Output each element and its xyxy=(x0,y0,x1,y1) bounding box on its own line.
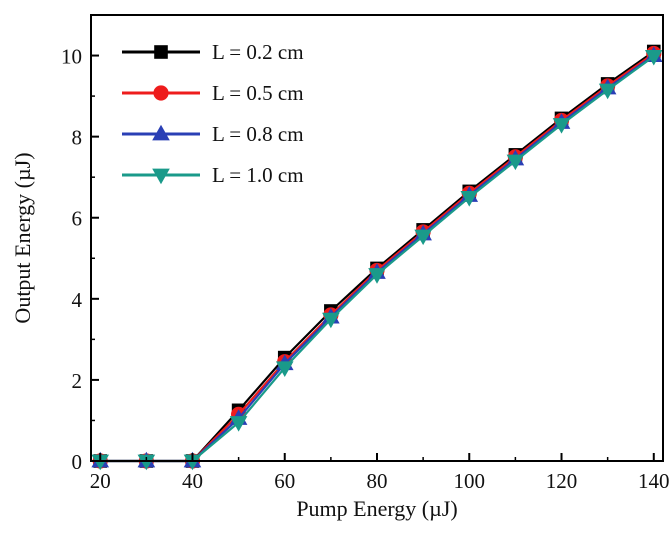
data-point-s4-13 xyxy=(644,49,663,66)
y-axis: 0 2 4 6 8 10 xyxy=(61,14,99,474)
legend-label-3: L = 0.8 cm xyxy=(212,122,304,146)
y-tick-label-6: 10 xyxy=(61,45,82,69)
data-point-s4-3 xyxy=(183,454,202,471)
legend-marker-4 xyxy=(152,168,170,185)
series-line-4 xyxy=(100,55,655,463)
data-point-s4-2 xyxy=(137,454,156,471)
data-point-s4-4 xyxy=(229,416,248,432)
legend-label-2: L = 0.5 cm xyxy=(212,81,304,105)
x-tick-label-2: 40 xyxy=(182,469,203,493)
data-point-s4-9 xyxy=(460,191,479,207)
legend: L = 0.2 cm L = 0.5 cm L = 0.8 cm L = 1.0 cm xyxy=(122,40,304,187)
x-tick-label-6: 120 xyxy=(546,469,578,493)
y-tick-label-4: 6 xyxy=(72,207,83,231)
plot-frame xyxy=(90,14,664,462)
y-axis-title: Output Energy (µJ) xyxy=(10,152,35,323)
data-point-s4-8 xyxy=(414,229,432,246)
y-tick-label-2: 2 xyxy=(72,369,83,393)
legend-marker-3 xyxy=(152,124,170,141)
data-point-s4-10 xyxy=(506,154,525,171)
legend-marker-1 xyxy=(154,45,168,59)
data-point-s4-11 xyxy=(552,118,571,134)
x-tick-label-5: 100 xyxy=(454,469,486,493)
data-point-s4-7 xyxy=(368,268,386,284)
x-axis: 20 40 60 80 100 120 140 xyxy=(90,453,670,493)
data-point-s4-1 xyxy=(91,454,110,471)
y-tick-label-5: 8 xyxy=(72,126,83,150)
plot-elements xyxy=(91,44,663,471)
y-tick-label-3: 4 xyxy=(72,288,83,312)
x-axis-title: Pump Energy (µJ) xyxy=(296,496,457,521)
x-tick-label-4: 80 xyxy=(367,469,388,493)
data-point-s4-5 xyxy=(275,361,294,377)
legend-marker-2 xyxy=(153,85,169,101)
x-tick-label-1: 20 xyxy=(90,469,111,493)
data-point-s4-12 xyxy=(598,83,617,100)
data-point-s4-6 xyxy=(322,312,340,329)
legend-label-1: L = 0.2 cm xyxy=(212,40,304,64)
x-tick-label-7: 140 xyxy=(638,469,670,493)
legend-label-4: L = 1.0 cm xyxy=(212,163,304,187)
x-tick-label-3: 60 xyxy=(274,469,295,493)
y-tick-label-1: 0 xyxy=(72,450,83,474)
